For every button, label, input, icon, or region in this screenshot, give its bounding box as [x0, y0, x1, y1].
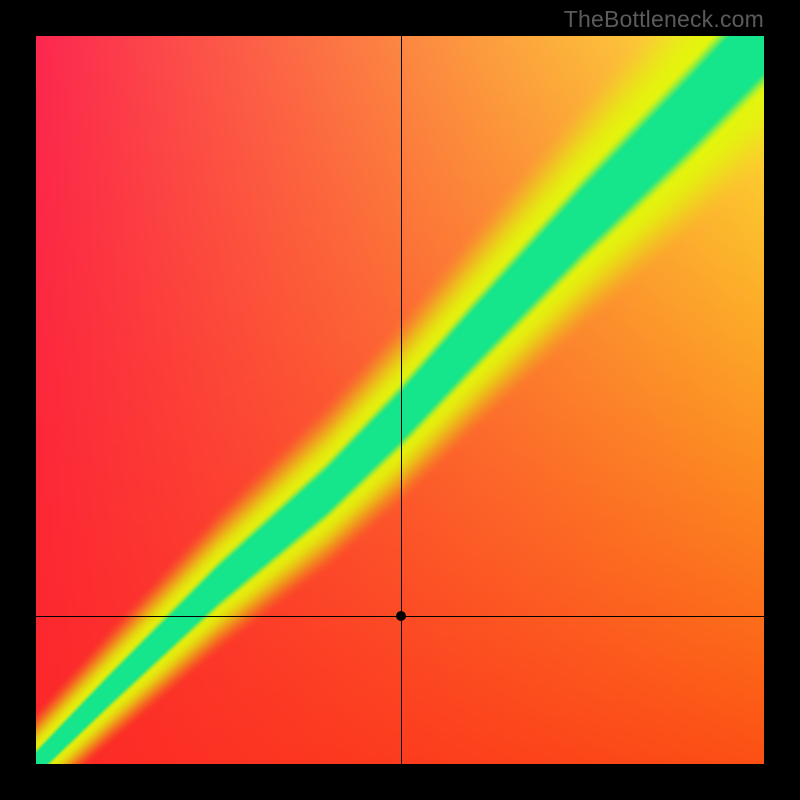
plot-frame [36, 36, 764, 764]
watermark-text: TheBottleneck.com [564, 6, 764, 33]
selection-marker [396, 611, 406, 621]
crosshair-vertical [401, 36, 402, 764]
bottleneck-heatmap [36, 36, 764, 764]
